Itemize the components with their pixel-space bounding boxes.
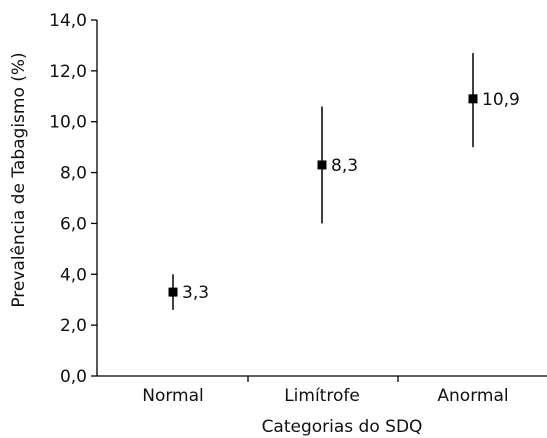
data-label: 8,3 (331, 156, 358, 176)
y-axis-title: Prevalência de Tabagismo (%) (9, 52, 29, 307)
data-label: 10,9 (482, 90, 520, 110)
y-tick-label: 0,0 (60, 367, 87, 387)
x-axis-title: Categorias do SDQ (262, 417, 423, 437)
data-point (168, 287, 178, 297)
x-tick-label: Normal (142, 386, 204, 406)
x-ticks: Normal Limítrofe Anormal (142, 376, 509, 406)
data-point (468, 94, 478, 104)
data-point (317, 160, 327, 170)
y-ticks: 0,0 2,0 4,0 6,0 8,0 10,0 12,0 14,0 (49, 11, 97, 387)
y-tick-label: 12,0 (49, 62, 87, 82)
series: 3,3 8,3 10,9 (168, 53, 520, 310)
data-label: 3,3 (182, 283, 209, 303)
y-tick-label: 2,0 (60, 316, 87, 336)
y-tick-label: 8,0 (60, 164, 87, 184)
x-tick-label: Anormal (437, 386, 508, 406)
x-tick-label: Limítrofe (284, 386, 360, 406)
y-tick-label: 4,0 (60, 265, 87, 285)
y-tick-label: 14,0 (49, 11, 87, 31)
y-tick-label: 6,0 (60, 214, 87, 234)
y-tick-label: 10,0 (49, 113, 87, 133)
